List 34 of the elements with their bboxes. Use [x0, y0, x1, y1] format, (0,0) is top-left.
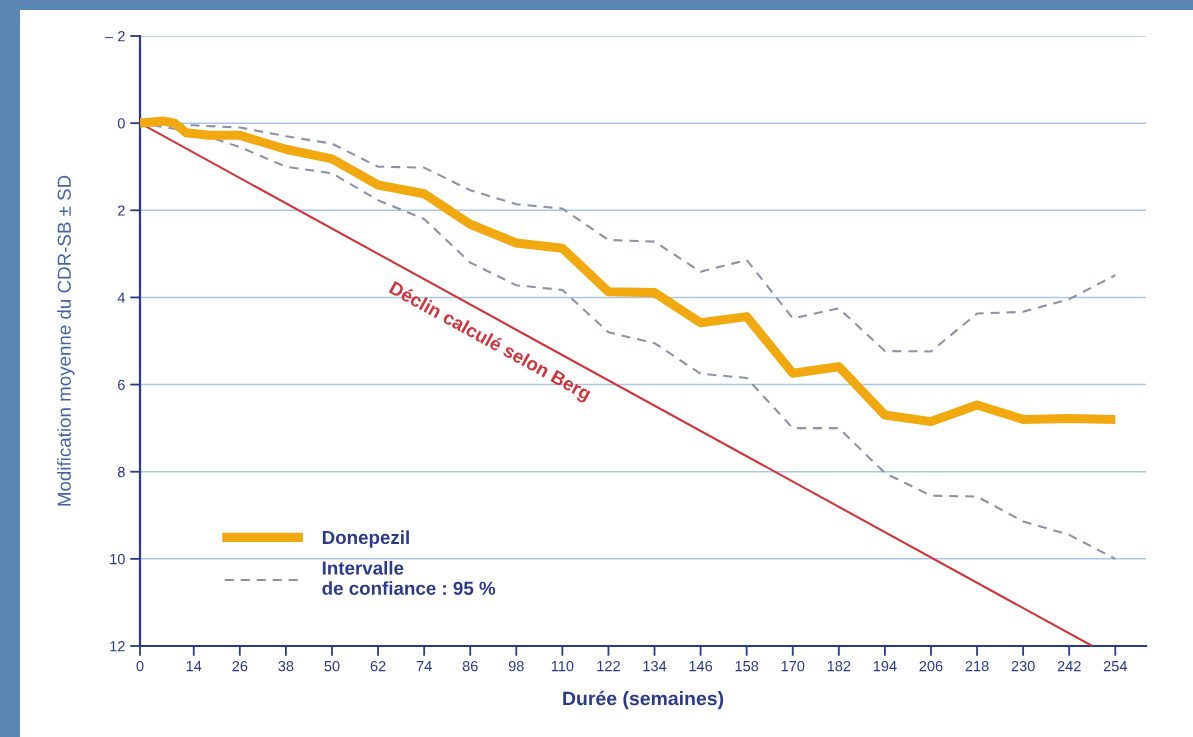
- x-tick-label: 170: [781, 660, 805, 672]
- x-tick-label: 218: [965, 660, 989, 672]
- x-tick-label: 194: [873, 660, 897, 672]
- x-tick-label: 134: [643, 660, 667, 672]
- y-tick-label: – 2: [105, 31, 125, 42]
- y-tick-label: 0: [117, 118, 125, 129]
- x-tick-label: 206: [919, 660, 943, 672]
- x-tick-label: 26: [232, 660, 248, 672]
- x-tick-label: 38: [278, 660, 294, 672]
- y-tick-label: 10: [110, 553, 125, 565]
- x-tick-label: 110: [551, 660, 574, 672]
- x-axis-title: Durée (semaines): [563, 690, 724, 710]
- x-tick-label: 182: [827, 660, 851, 672]
- x-tick-label: 62: [370, 660, 386, 672]
- x-tick-label: 146: [689, 660, 713, 672]
- y-tick-label: 6: [118, 379, 125, 390]
- y-axis-title: Modification moyenne du CDR-SB ± SD: [57, 175, 75, 506]
- legend-label: Intervalle de confiance : 95 %: [322, 560, 496, 595]
- legend-label: Donepezil: [322, 530, 409, 548]
- x-tick-label: 242: [1057, 660, 1081, 672]
- x-tick-label: 230: [1011, 660, 1035, 672]
- x-tick-label: 86: [462, 660, 478, 672]
- x-tick-label: 98: [508, 660, 524, 672]
- y-tick-label: 8: [117, 466, 125, 478]
- y-tick-label: 12: [110, 641, 125, 652]
- x-tick-label: 74: [416, 661, 432, 672]
- x-tick-label: 0: [136, 660, 144, 672]
- y-tick-label: 4: [117, 292, 125, 303]
- y-tick-label: 2: [118, 205, 125, 216]
- x-tick-label: 158: [735, 660, 759, 672]
- x-tick-label: 122: [597, 660, 620, 672]
- x-tick-label: 254: [1103, 660, 1128, 672]
- x-tick-label: 14: [186, 661, 202, 672]
- x-tick-label: 50: [324, 660, 340, 672]
